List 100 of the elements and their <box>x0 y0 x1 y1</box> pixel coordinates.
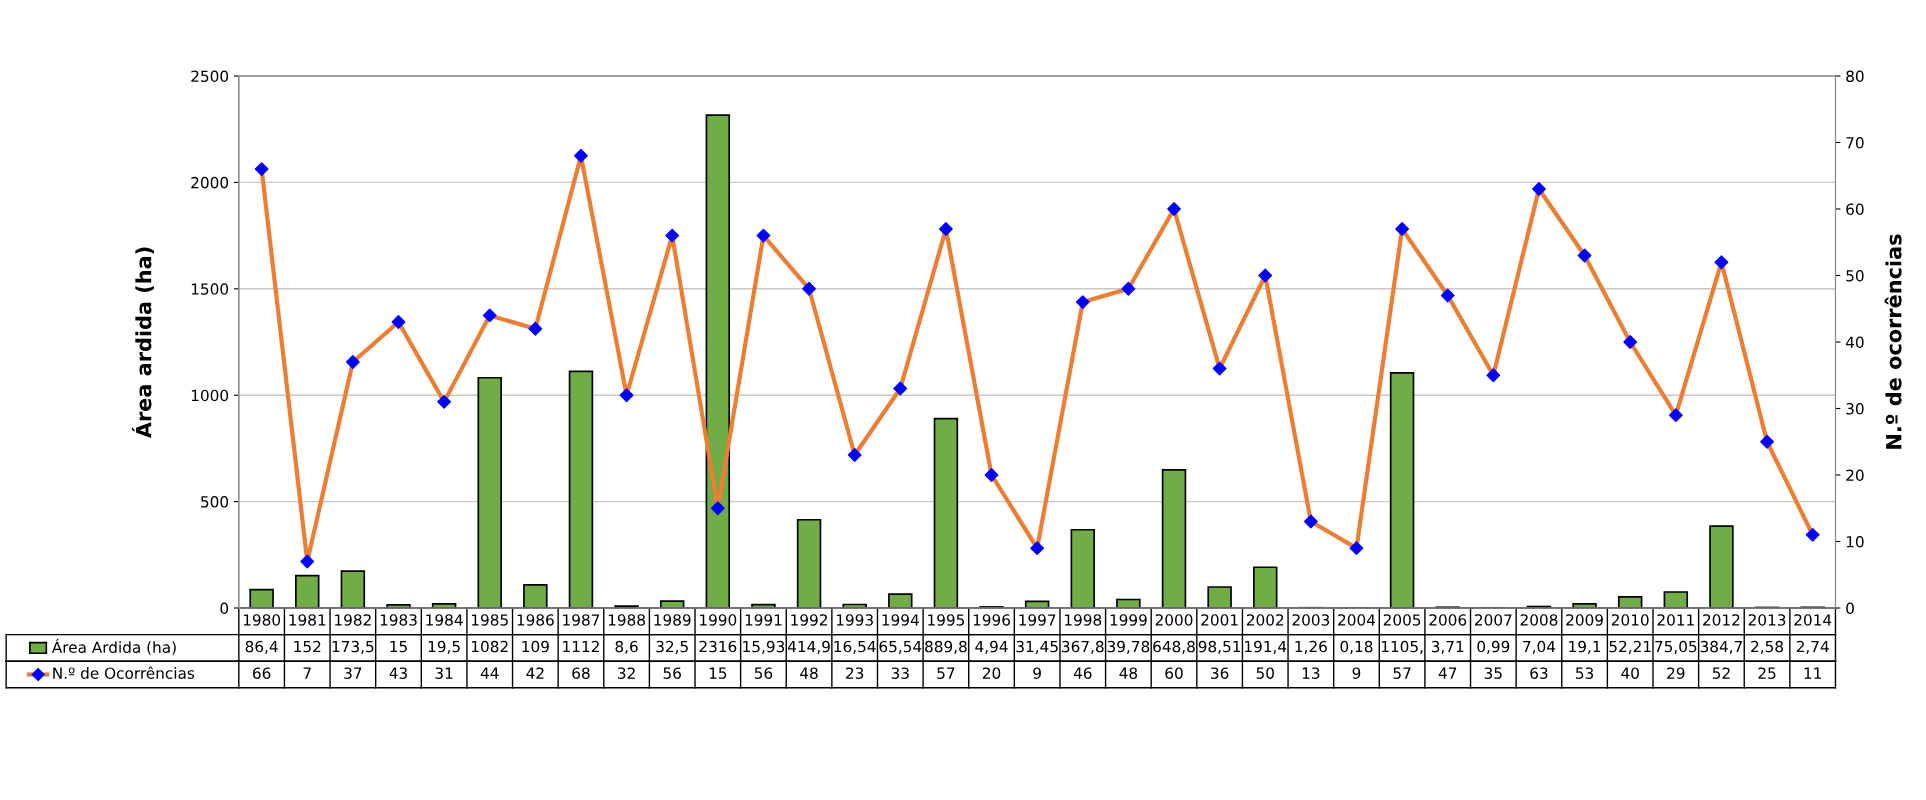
y2-tick-label: 80 <box>1846 70 1864 83</box>
data-label: 414,9 <box>787 640 830 654</box>
data-label: 2,74 <box>1796 640 1829 654</box>
data-label: 23 <box>846 667 864 679</box>
x-tick-label: 1998 <box>1065 614 1102 626</box>
data-label: 50 <box>1256 667 1274 679</box>
data-label: 19,1 <box>1569 640 1601 654</box>
data-label: 1082 <box>471 640 508 653</box>
data-label: 0,99 <box>1477 640 1510 654</box>
x-tick-label: 1995 <box>928 614 965 626</box>
data-label: 15 <box>390 640 407 653</box>
data-label: 11 <box>1804 667 1821 679</box>
data-label: 152 <box>294 640 321 653</box>
y-tick-label: 2000 <box>191 176 229 189</box>
data-label: 39,78 <box>1107 640 1150 654</box>
y2-tick-label: 70 <box>1846 136 1864 149</box>
data-label: 1,26 <box>1295 640 1327 654</box>
data-label: 0,18 <box>1340 640 1373 654</box>
data-label: 75,05 <box>1655 640 1697 654</box>
data-label: 367,8 <box>1062 640 1104 654</box>
data-label: 7 <box>303 667 311 679</box>
x-tick-label: 2008 <box>1520 614 1558 626</box>
data-label: 32 <box>618 667 635 679</box>
x-tick-label: 1992 <box>791 614 827 626</box>
x-tick-label: 1982 <box>335 614 371 626</box>
data-label: 43 <box>389 667 407 679</box>
x-tick-label: 2003 <box>1292 614 1330 626</box>
data-label: 4,94 <box>975 640 1008 654</box>
x-tick-label: 1981 <box>289 614 326 626</box>
x-tick-label: 1986 <box>517 614 554 626</box>
data-label: 889,8 <box>925 640 967 654</box>
x-tick-label: 2009 <box>1566 614 1603 626</box>
data-label: 1105, <box>1381 640 1423 654</box>
data-label: 33 <box>891 667 909 679</box>
x-tick-label: 1996 <box>973 614 1011 626</box>
legend-label: N.º de Ocorrências <box>53 666 195 679</box>
y-tick-label: 0 <box>220 602 229 615</box>
x-tick-label: 1991 <box>745 614 782 626</box>
x-tick-label: 1990 <box>700 614 737 626</box>
y2-tick-label: 0 <box>1846 602 1854 615</box>
x-tick-label: 1988 <box>608 614 645 626</box>
data-label: 48 <box>1119 667 1138 679</box>
data-label: 42 <box>526 667 544 679</box>
data-label: 52,21 <box>1609 640 1651 654</box>
data-label: 1112 <box>563 640 599 653</box>
data-label: 13 <box>1302 667 1320 679</box>
x-tick-label: 2002 <box>1246 614 1284 626</box>
data-label: 648,8 <box>1153 640 1195 654</box>
x-tick-label: 1999 <box>1110 614 1147 626</box>
y2-tick-label: 20 <box>1846 469 1864 482</box>
data-label: 8,6 <box>615 640 638 654</box>
data-label: 29 <box>1667 667 1685 679</box>
x-tick-label: 1983 <box>380 614 417 626</box>
x-tick-label: 1997 <box>1019 614 1056 626</box>
x-tick-label: 2013 <box>1748 614 1786 626</box>
data-label: 57 <box>937 667 955 679</box>
x-tick-label: 2004 <box>1338 614 1376 626</box>
data-label: 46 <box>1073 667 1092 679</box>
y-tick-label: 500 <box>201 496 229 508</box>
y2-tick-label: 10 <box>1846 535 1864 548</box>
data-label: 173,5 <box>332 640 374 654</box>
data-label: 191,4 <box>1245 640 1287 654</box>
x-tick-label: 1989 <box>654 614 691 626</box>
x-tick-label: 1980 <box>243 614 281 626</box>
x-tick-label: 2014 <box>1794 614 1832 626</box>
x-tick-label: 1984 <box>426 614 463 626</box>
data-label: 56 <box>663 667 681 679</box>
data-label: 36 <box>1211 667 1229 679</box>
data-label: 86,4 <box>245 640 278 654</box>
x-tick-label: 2012 <box>1703 614 1740 626</box>
data-label: 25 <box>1758 667 1776 679</box>
data-label: 9 <box>1352 667 1361 679</box>
x-tick-label: 2010 <box>1611 614 1649 626</box>
data-label: 31 <box>435 667 453 679</box>
data-label: 65,54 <box>879 640 922 654</box>
data-label: 3,71 <box>1431 640 1464 654</box>
data-label: 48 <box>800 667 818 679</box>
data-label: 44 <box>480 667 499 679</box>
x-tick-label: 1985 <box>471 614 508 626</box>
x-tick-label: 1994 <box>882 614 919 626</box>
data-label: 2,58 <box>1751 640 1784 654</box>
data-label: 16,54 <box>834 640 876 654</box>
data-label: 52 <box>1712 667 1730 679</box>
y-tick-label: 1000 <box>191 389 229 402</box>
y2-tick-label: 60 <box>1846 203 1864 216</box>
legend-label: Área Ardida (ha) <box>51 638 176 655</box>
data-label: 384,7 <box>1700 640 1742 654</box>
x-tick-label: 2006 <box>1429 614 1467 626</box>
y2-tick-label: 30 <box>1846 402 1864 415</box>
data-label: 15,93 <box>743 640 785 654</box>
x-tick-label: 2005 <box>1383 614 1421 626</box>
data-label: 40 <box>1621 667 1639 679</box>
data-label: 32,5 <box>656 640 688 654</box>
y2-tick-label: 50 <box>1846 269 1864 282</box>
y-tick-label: 1500 <box>191 283 229 295</box>
data-label: 63 <box>1530 667 1548 679</box>
data-label: 98,51 <box>1198 640 1241 654</box>
data-label: 7,04 <box>1523 640 1556 654</box>
y-tick-label: 2500 <box>191 70 229 83</box>
x-tick-label: 1993 <box>836 614 873 626</box>
